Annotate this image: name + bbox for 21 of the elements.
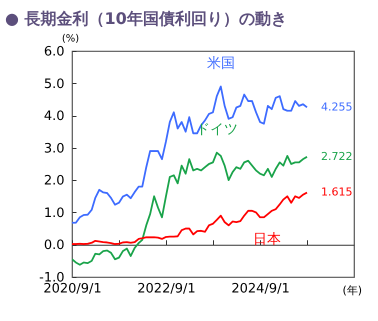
annotation: 2.722 <box>321 150 353 163</box>
y-axis-title: (%) <box>62 34 80 44</box>
series-label: 米国 <box>206 56 235 72</box>
chart-title: ● 長期金利（10年国債利回り）の動き <box>5 9 287 28</box>
series-label: ドイツ <box>196 122 238 138</box>
line-series <box>72 86 308 224</box>
series-label: 日本 <box>253 232 282 248</box>
y-tick-label: 3.0 <box>44 141 64 156</box>
annotation: 4.255 <box>321 100 353 114</box>
x-tick-label: 2022/9/1 <box>137 282 196 296</box>
line-series <box>72 192 308 245</box>
y-tick-label: 4.0 <box>44 109 64 124</box>
line-series <box>72 152 308 266</box>
y-tick-label: 0.0 <box>44 238 64 254</box>
x-tick-label: 2024/9/1 <box>231 282 290 296</box>
x-axis-title: (年) <box>342 284 362 298</box>
y-tick-label: 5.0 <box>44 76 64 92</box>
y-tick-label: 1.0 <box>44 206 64 221</box>
y-tick-label: 2.0 <box>44 174 64 189</box>
annotation: 1.615 <box>321 186 353 199</box>
y-tick-label: 6.0 <box>44 44 64 60</box>
